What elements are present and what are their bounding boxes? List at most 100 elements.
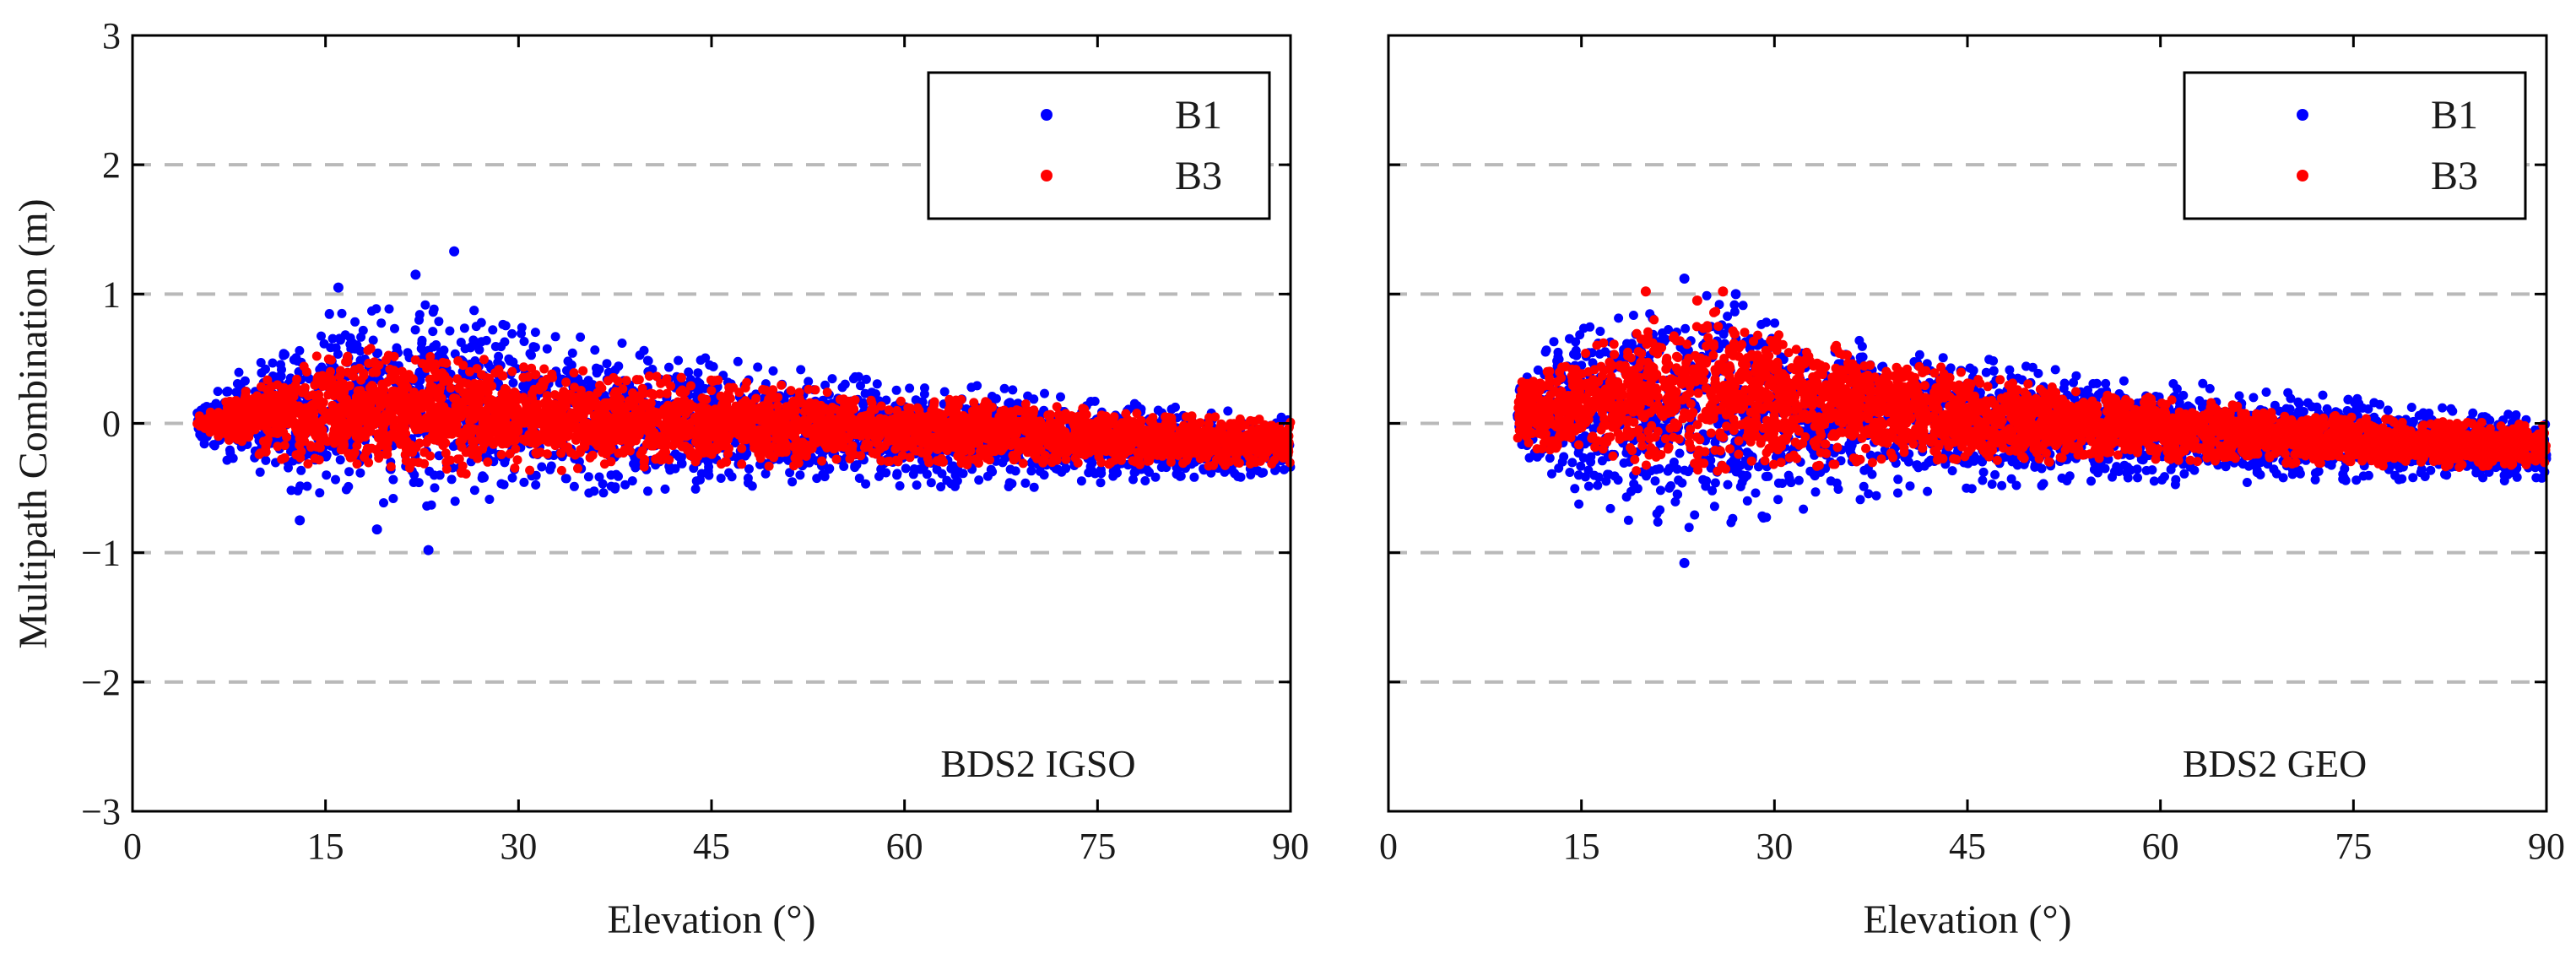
point-b1-left (1077, 476, 1086, 485)
point-b3-left (981, 397, 990, 406)
point-b1-left (1176, 472, 1185, 481)
point-b1-left (531, 328, 540, 337)
point-b3-left (944, 395, 954, 404)
point-b1-left (896, 481, 905, 490)
point-b1-left (927, 478, 936, 487)
point-b3-left (350, 365, 360, 374)
point-b1-left (858, 400, 868, 409)
point-b3-left (497, 450, 506, 459)
point-b1-left (342, 485, 351, 495)
point-b3-left (691, 457, 701, 466)
point-b1-left (214, 387, 223, 396)
point-b3-left (557, 466, 566, 475)
point-b3-left (1256, 457, 1265, 466)
point-b3-left (1210, 412, 1220, 421)
point-b1-left (942, 476, 951, 485)
point-b1-left (543, 344, 552, 354)
point-b1-left (610, 485, 620, 494)
point-b3-left (312, 351, 322, 360)
point-b3-left (422, 438, 431, 447)
point-b1-left (920, 383, 929, 393)
point-b3-left (1046, 410, 1055, 420)
point-b1-left (704, 458, 713, 467)
point-b1-left (431, 340, 441, 350)
point-b1-left (325, 310, 334, 319)
point-b1-left (500, 338, 509, 347)
point-b1-left (709, 362, 718, 371)
point-b3-left (387, 462, 396, 471)
point-b1-left (1011, 466, 1020, 475)
point-b1-left (1056, 393, 1065, 402)
point-b1-left (315, 488, 324, 497)
point-b3-left (510, 463, 519, 473)
point-b1-left (356, 355, 365, 365)
point-b3-left (293, 384, 302, 393)
point-b3-left (1019, 458, 1028, 468)
point-b1-left (584, 472, 593, 481)
point-b1-left (590, 345, 599, 355)
point-b3-left (519, 362, 528, 371)
point-b3-left (366, 344, 376, 353)
point-b1-left (415, 310, 425, 319)
point-b1-left (279, 349, 289, 358)
point-b1-left (494, 352, 503, 361)
point-b1-left (704, 471, 713, 480)
point-b3-left (622, 376, 631, 385)
point-b3-left (588, 451, 598, 460)
point-b1-left (796, 365, 805, 374)
point-b3-left (578, 366, 587, 376)
point-b1-left (284, 463, 293, 473)
point-b1-left (531, 343, 540, 352)
point-b1-left (643, 356, 652, 366)
point-b3-left (507, 367, 517, 377)
point-b1-left (551, 332, 560, 341)
point-b3-left (292, 375, 301, 384)
point-b3-left (257, 382, 266, 392)
point-b1-left (584, 489, 593, 498)
point-b1-left (506, 356, 515, 366)
point-b1-left (379, 498, 388, 507)
point-b1-left (531, 480, 540, 490)
point-b1-left (1096, 478, 1106, 487)
point-b1-left (411, 325, 420, 334)
point-b1-left (1253, 466, 1263, 475)
point-b1-left (359, 326, 368, 335)
point-b1-left (867, 387, 876, 397)
point-b1-left (371, 304, 381, 313)
point-b1-left (1167, 404, 1177, 414)
point-b1-left (500, 458, 509, 467)
point-b1-left (643, 486, 652, 496)
point-b1-left (428, 327, 437, 336)
point-b1-left (618, 339, 627, 348)
point-b1-left (430, 483, 440, 492)
point-b1-left (336, 455, 345, 464)
point-b3-left (600, 459, 609, 469)
point-b1-left (418, 336, 427, 345)
point-b1-left (257, 358, 266, 367)
point-b3-left (751, 394, 760, 404)
point-b1-left (674, 356, 683, 366)
point-b1-left (959, 469, 968, 478)
point-b1-left (295, 346, 304, 355)
point-b1-left (892, 386, 901, 395)
point-b1-left (661, 485, 670, 494)
point-b1-left (787, 477, 797, 486)
point-b1-left (276, 360, 285, 369)
point-b1-left (1086, 397, 1096, 406)
point-b1-left (950, 482, 960, 491)
point-b1-left (388, 494, 398, 503)
point-b1-left (420, 301, 430, 310)
point-b1-left (1140, 476, 1150, 485)
point-b1-left (268, 359, 278, 368)
point-b3-left (832, 455, 842, 464)
point-b1-left (451, 496, 460, 506)
point-b1-left (519, 478, 528, 487)
point-b1-left (568, 349, 577, 358)
point-b3-left (652, 371, 662, 381)
point-b3-left (570, 368, 579, 377)
outlier-b1-left (295, 515, 305, 525)
point-b1-left (987, 465, 996, 474)
point-b1-left (905, 383, 914, 393)
point-b1-left (445, 327, 454, 336)
